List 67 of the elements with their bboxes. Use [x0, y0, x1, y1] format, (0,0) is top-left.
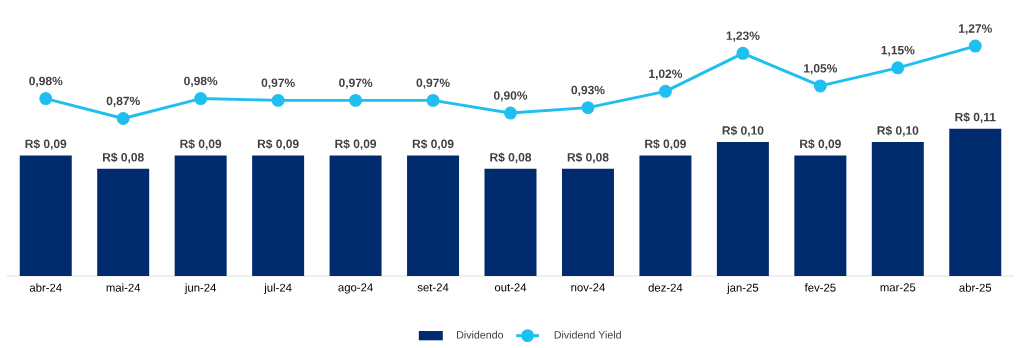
data-label: R$ 0,10: [877, 125, 919, 137]
data-label: 0,97%: [261, 78, 295, 89]
x-tick-label: dez-24: [648, 283, 683, 292]
x-tick-label: out-24: [494, 283, 527, 292]
point: [968, 39, 982, 53]
x-tick-label: mai-24: [106, 283, 141, 292]
point: [116, 112, 130, 125]
legend-label: Dividend Yield: [554, 330, 621, 339]
data-label: R$ 0,08: [567, 152, 609, 164]
x-tick-label: ago-24: [338, 283, 373, 294]
x-tick-label: mar-25: [880, 283, 916, 292]
bar: [19, 155, 72, 276]
data-label: R$ 0,08: [490, 152, 532, 164]
x-tick-label: set-24: [417, 283, 449, 292]
point: [271, 93, 285, 107]
data-label: 1,23%: [726, 31, 760, 42]
point: [194, 92, 208, 106]
data-label: R$ 0,09: [335, 139, 377, 150]
data-label: 1,15%: [881, 46, 915, 57]
data-label: 0,97%: [339, 78, 373, 89]
data-label: R$ 0,10: [722, 125, 764, 137]
data-label: R$ 0,11: [955, 112, 996, 124]
bar: [949, 128, 1002, 276]
data-label: 0,90%: [493, 91, 528, 102]
x-tick-label: nov-24: [571, 283, 605, 292]
bar: [484, 168, 537, 276]
data-label: 1,02%: [649, 69, 683, 80]
x-tick-label: jun-24: [184, 283, 217, 294]
data-label: R$ 0,09: [25, 139, 67, 150]
bar: [716, 142, 769, 276]
point: [658, 84, 672, 98]
point: [349, 93, 363, 107]
bar: [639, 155, 692, 276]
bar: [252, 155, 305, 276]
x-tick-label: fev-25: [804, 283, 836, 292]
data-label: R$ 0,09: [257, 139, 299, 150]
bar: [329, 155, 382, 276]
point: [504, 106, 517, 120]
point: [736, 46, 750, 60]
bar: [794, 155, 847, 276]
data-label: 1,27%: [959, 24, 992, 35]
legend-label: Dividendo: [457, 330, 504, 339]
point: [581, 101, 595, 115]
data-label: R$ 0,09: [412, 139, 454, 150]
bar: [407, 155, 460, 276]
bar: [871, 142, 924, 276]
point: [39, 92, 53, 106]
data-label: R$ 0,08: [102, 152, 144, 164]
data-label: 0,97%: [416, 78, 450, 89]
data-label: R$ 0,09: [645, 139, 686, 150]
data-label: R$ 0,09: [180, 139, 222, 150]
point: [813, 79, 827, 93]
point: [426, 93, 440, 107]
data-label: R$ 0,09: [800, 139, 841, 150]
bar: [561, 168, 614, 276]
x-tick-label: abr-24: [29, 283, 62, 292]
x-tick-label: abr-25: [959, 283, 992, 292]
bar: [174, 155, 227, 276]
data-label: 0,98%: [184, 76, 218, 87]
bar: [97, 168, 150, 276]
x-tick-label: jan-25: [726, 283, 759, 294]
data-label: 0,87%: [106, 96, 140, 107]
data-label: 0,98%: [29, 76, 63, 87]
data-label: 0,93%: [571, 85, 605, 97]
x-tick-label: jul-24: [263, 283, 292, 294]
point: [891, 61, 905, 75]
data-label: 1,05%: [804, 64, 838, 75]
